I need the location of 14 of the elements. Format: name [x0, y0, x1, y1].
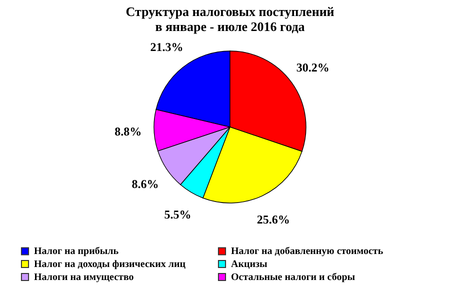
text: в январе - июле 2016 года: [155, 19, 305, 34]
data-label: 21.3%: [150, 40, 184, 54]
data-label: 25.6%: [256, 212, 290, 226]
legend-label: Налоги на имущество: [34, 272, 134, 283]
data-label: 5.5%: [164, 208, 192, 222]
legend-label: Остальные налоги и сборы: [231, 272, 356, 283]
text: Структура налоговых поступлений: [126, 4, 334, 19]
legend-label: Акцизы: [231, 259, 268, 270]
data-label: 8.6%: [132, 176, 159, 191]
data-label: 30.2%: [296, 60, 330, 75]
legend-label: Налог на доходы физических лиц: [34, 259, 186, 270]
legend-label: Налог на добавленную стоимость: [231, 246, 384, 258]
data-label: 8.8%: [114, 124, 142, 138]
legend-label: Налог на прибыль: [34, 246, 120, 258]
